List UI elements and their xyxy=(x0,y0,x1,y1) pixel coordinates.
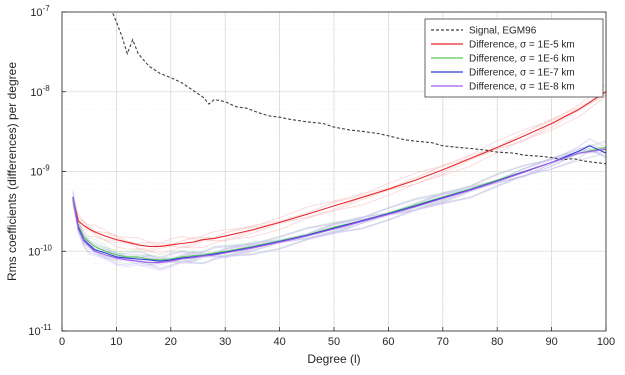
series-band-line xyxy=(72,149,607,263)
x-tick-label: 0 xyxy=(59,336,65,348)
series-line-0 xyxy=(111,12,606,165)
series-band-line xyxy=(72,84,607,244)
x-tick-label: 20 xyxy=(165,336,177,348)
legend-label-2: Difference, σ = 1E-6 km xyxy=(469,54,575,65)
x-tick-label: 10 xyxy=(110,336,122,348)
legend-label-3: Difference, σ = 1E-7 km xyxy=(469,68,575,79)
legend: Signal, EGM96 Difference, σ = 1E-5 km Diff… xyxy=(424,18,604,98)
series-band-line xyxy=(72,140,607,258)
series-line-1 xyxy=(72,91,606,247)
x-axis-title: Degree (l) xyxy=(307,352,360,366)
tick-layer: 0 10 20 30 40 50 60 70 80 90 100 10-11 10-10 10-9 10-8… xyxy=(28,4,615,348)
legend-label-4: Difference, σ = 1E-8 km xyxy=(469,82,575,93)
series-band-line xyxy=(72,138,607,259)
series-band-line xyxy=(72,148,607,264)
x-tick-label: 60 xyxy=(382,336,394,348)
legend-label-0: Signal, EGM96 xyxy=(469,26,537,37)
series-layer xyxy=(72,12,606,264)
y-axis-title: Rms coefficients (differences) per degre… xyxy=(5,62,19,281)
series-band-line xyxy=(72,146,607,259)
band-layer xyxy=(72,84,607,271)
series-band-line xyxy=(72,144,607,261)
x-tick-label: 70 xyxy=(437,336,449,348)
legend-label-1: Difference, σ = 1E-5 km xyxy=(469,40,575,51)
x-tick-label: 30 xyxy=(219,336,231,348)
x-tick-label: 40 xyxy=(273,336,285,348)
y-tick-label: 10-8 xyxy=(30,84,50,99)
x-tick-label: 90 xyxy=(545,336,557,348)
y-tick-label: 10-9 xyxy=(30,164,50,179)
series-line-4 xyxy=(72,148,606,264)
grid-layer xyxy=(61,11,607,332)
y-tick-label: 10-10 xyxy=(28,243,52,258)
series-band-line xyxy=(72,141,607,260)
series-line-2 xyxy=(72,146,606,261)
x-tick-label: 100 xyxy=(597,336,615,348)
y-tick-label: 10-11 xyxy=(28,323,52,338)
y-tick-label: 10-7 xyxy=(30,4,50,19)
x-tick-label: 80 xyxy=(491,336,503,348)
x-tick-label: 50 xyxy=(328,336,340,348)
